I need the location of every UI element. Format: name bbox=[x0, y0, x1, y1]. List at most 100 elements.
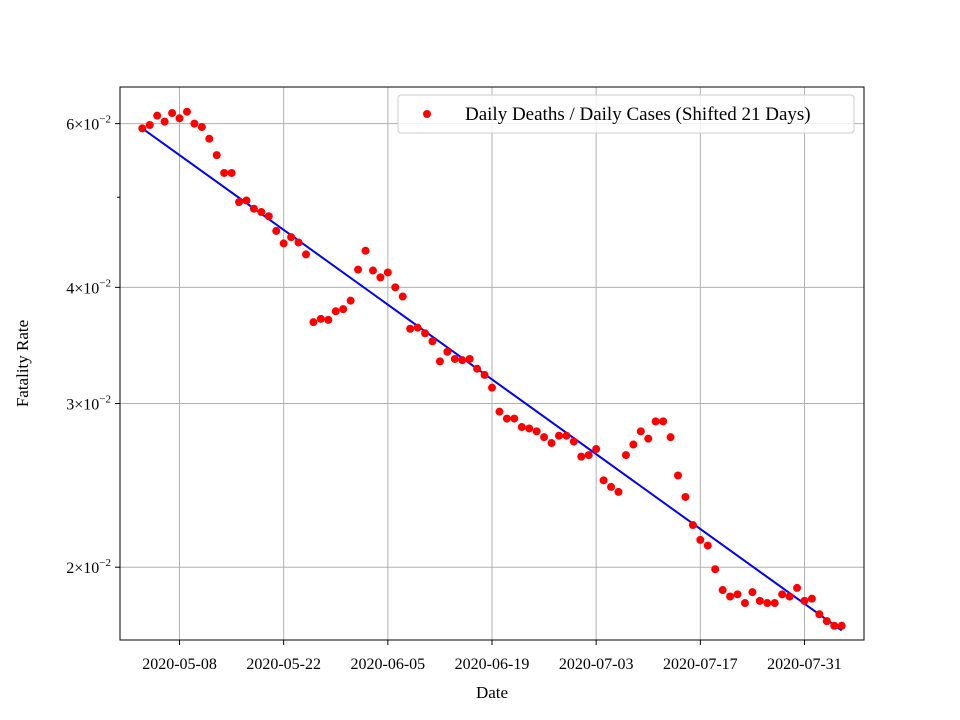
data-point bbox=[770, 599, 779, 608]
data-point bbox=[577, 452, 586, 461]
data-point bbox=[428, 337, 437, 346]
data-point bbox=[220, 168, 229, 177]
data-point bbox=[644, 434, 653, 443]
data-point bbox=[272, 226, 281, 235]
data-point bbox=[763, 599, 772, 608]
data-point bbox=[413, 323, 422, 332]
data-point bbox=[480, 370, 489, 379]
data-point bbox=[718, 586, 727, 595]
data-point bbox=[614, 487, 623, 496]
legend: Daily Deaths / Daily Cases (Shifted 21 D… bbox=[397, 94, 855, 134]
data-point bbox=[733, 590, 742, 599]
data-point bbox=[822, 617, 831, 626]
data-point bbox=[510, 414, 519, 423]
legend-box bbox=[397, 94, 855, 134]
data-point bbox=[458, 356, 467, 365]
x-tick-label: 2020-05-22 bbox=[246, 656, 321, 673]
y-tick-label: 3×10−2 bbox=[66, 393, 111, 413]
data-point bbox=[711, 565, 720, 574]
data-point bbox=[830, 621, 839, 630]
data-point bbox=[227, 168, 236, 177]
data-point bbox=[532, 427, 541, 436]
data-point bbox=[592, 445, 601, 454]
data-point bbox=[316, 314, 325, 323]
data-point bbox=[815, 610, 824, 619]
data-point bbox=[793, 583, 802, 592]
x-tick-label: 2020-05-08 bbox=[142, 656, 217, 673]
data-point bbox=[465, 354, 474, 363]
data-point bbox=[346, 296, 355, 305]
data-point bbox=[599, 476, 608, 485]
data-point bbox=[294, 238, 303, 247]
data-point bbox=[235, 198, 244, 207]
data-point bbox=[212, 151, 221, 160]
x-tick-label: 2020-06-19 bbox=[455, 656, 530, 673]
y-axis-label: Fatality Rate bbox=[13, 320, 32, 407]
data-point bbox=[354, 265, 363, 274]
legend-marker bbox=[423, 110, 431, 118]
data-point bbox=[257, 208, 266, 217]
data-point bbox=[368, 266, 377, 275]
data-point bbox=[540, 433, 549, 442]
data-point bbox=[339, 305, 348, 314]
data-point bbox=[636, 427, 645, 436]
x-tick-label: 2020-06-05 bbox=[351, 656, 426, 673]
data-point bbox=[435, 357, 444, 366]
data-point bbox=[324, 315, 333, 324]
data-point bbox=[607, 482, 616, 491]
x-tick-label: 2020-07-17 bbox=[663, 656, 738, 673]
data-point bbox=[517, 423, 526, 432]
data-point bbox=[443, 347, 452, 356]
data-point bbox=[249, 204, 258, 213]
data-point bbox=[807, 594, 816, 603]
data-point bbox=[309, 318, 318, 327]
data-point bbox=[547, 439, 556, 448]
legend-label: Daily Deaths / Daily Cases (Shifted 21 D… bbox=[465, 104, 811, 125]
data-point bbox=[406, 324, 415, 333]
data-point bbox=[205, 134, 214, 143]
y-axis-ticks: 2×10−2 3×10−2 4×10−2 6×10−2 bbox=[66, 114, 120, 577]
data-point bbox=[242, 196, 251, 205]
data-point bbox=[562, 431, 571, 440]
data-point bbox=[421, 329, 430, 338]
data-point bbox=[175, 114, 184, 123]
y-tick-label: 4×10−2 bbox=[66, 277, 111, 297]
data-point bbox=[726, 592, 735, 601]
data-point bbox=[666, 433, 675, 442]
data-point bbox=[740, 599, 749, 608]
data-point bbox=[488, 383, 496, 392]
data-point bbox=[688, 521, 697, 530]
data-point bbox=[785, 592, 794, 601]
y-tick-label: 6×10−2 bbox=[66, 114, 111, 134]
x-tick-label: 2020-07-31 bbox=[767, 656, 842, 673]
data-point bbox=[391, 283, 400, 292]
data-point bbox=[502, 414, 511, 423]
y-tick-label: 2×10−2 bbox=[66, 557, 111, 577]
data-point bbox=[138, 124, 147, 133]
data-point bbox=[473, 364, 482, 373]
data-point bbox=[748, 588, 757, 597]
data-point bbox=[287, 233, 296, 242]
data-point bbox=[569, 437, 578, 446]
data-point bbox=[495, 407, 504, 416]
data-points bbox=[138, 107, 846, 630]
data-point bbox=[398, 292, 407, 301]
data-point bbox=[160, 117, 169, 126]
data-point bbox=[302, 250, 310, 259]
data-point bbox=[190, 119, 199, 128]
data-point bbox=[651, 417, 660, 426]
data-point bbox=[703, 541, 712, 550]
data-point bbox=[659, 417, 668, 426]
data-point bbox=[331, 307, 340, 316]
data-point bbox=[361, 246, 370, 255]
data-point bbox=[554, 431, 563, 440]
data-point bbox=[621, 451, 630, 460]
x-tick-label: 2020-07-03 bbox=[559, 656, 634, 673]
data-point bbox=[525, 424, 534, 433]
x-axis-label: Date bbox=[476, 683, 508, 702]
data-point bbox=[674, 471, 682, 480]
data-point bbox=[279, 239, 288, 248]
x-axis-ticks: 2020-05-08 2020-05-22 2020-06-05 2020-06-19… bbox=[142, 640, 842, 673]
data-point bbox=[755, 596, 764, 605]
